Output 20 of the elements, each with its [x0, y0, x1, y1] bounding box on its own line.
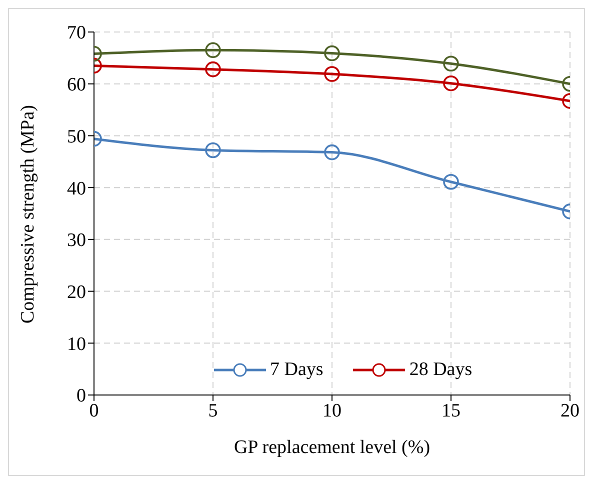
x-axis-title: GP replacement level (%)	[234, 437, 430, 458]
point	[324, 45, 340, 62]
y-tick-label: 70	[67, 22, 86, 44]
y-axis-title: Compressive strength (MPa)	[18, 105, 39, 324]
y-tick-label: 40	[67, 178, 86, 200]
y-tick-label: 10	[67, 334, 86, 355]
x-tick-label: 10	[322, 400, 342, 422]
point	[324, 66, 340, 82]
x-tick-label: 0	[89, 400, 99, 422]
x-tick-label: 15	[442, 400, 460, 422]
point	[324, 144, 340, 160]
y-tick-label: 20	[67, 282, 86, 304]
y-tick-label: 30	[67, 230, 86, 252]
y-tick-label: 0	[76, 386, 86, 407]
legend-label: 28 Days	[409, 359, 472, 381]
legend-label: 7 Days	[270, 359, 324, 381]
x-tick-label: 20	[560, 400, 580, 422]
y-tick-label: 50	[67, 126, 86, 148]
y-tick-label: 60	[67, 74, 86, 96]
x-tick-label: 5	[208, 400, 218, 422]
